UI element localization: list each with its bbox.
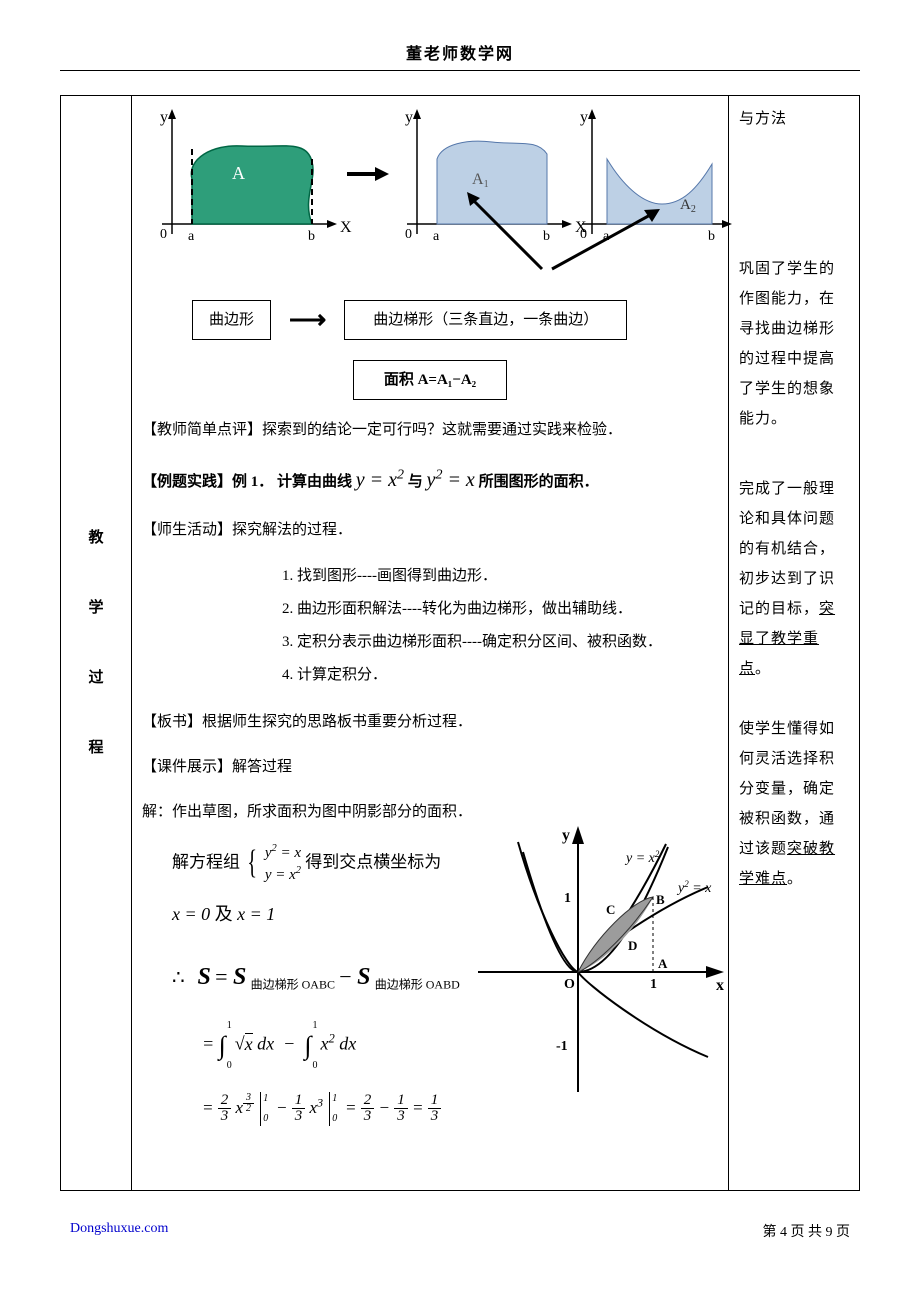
footer-site: Dongshuxue.com xyxy=(70,1221,168,1241)
big-s2: S xyxy=(357,964,370,990)
header-rule xyxy=(60,70,860,71)
slides-line: 【课件展示】解答过程 xyxy=(142,752,718,782)
right-p4a: 使学生懂得如何灵活选择积分变量，确定被积函数，通过该题 xyxy=(739,721,835,857)
example-mid: 与 xyxy=(408,474,427,490)
board-label: 【板书】 xyxy=(142,714,202,730)
right-p3c: 。 xyxy=(755,661,771,677)
graph-tick-1x: 1 xyxy=(650,977,657,992)
left-char-3: 过 xyxy=(67,663,125,693)
area-formula-box: 面积 A=A₁−A₂ xyxy=(353,360,507,400)
fig3-y-label: y xyxy=(580,109,588,126)
graph-C: C xyxy=(606,902,615,917)
step-1: 1. 找到图形----画图得到曲边形． xyxy=(282,560,718,593)
fig2-y-label: y xyxy=(405,109,413,126)
fig1-region-label: A xyxy=(232,163,245,183)
solution-equations: 解方程组 { y2 = x y = x2 得到交点横坐标为 x = 0 及 x … xyxy=(142,842,472,1126)
graph-O: O xyxy=(564,977,575,992)
fig2-a: a xyxy=(433,229,440,244)
fig3-origin: 0 xyxy=(580,227,587,242)
footer-page: 第 4 页 共 9 页 xyxy=(763,1221,851,1241)
fig3-b: b xyxy=(708,229,715,244)
arrow-icon: ⟶ xyxy=(289,294,326,346)
fig2-origin: 0 xyxy=(405,227,412,242)
graph-x-label: x xyxy=(716,977,724,994)
lesson-table: 教 学 过 程 y X xyxy=(60,95,860,1191)
left-char-1: 教 xyxy=(67,523,125,553)
brace-icon: { xyxy=(248,848,258,879)
step-2: 2. 曲边形面积解法----转化为曲边梯形，做出辅助线． xyxy=(282,593,718,626)
diagram-svg: y X 0 A a b xyxy=(142,104,732,274)
board-line: 【板书】根据师生探究的思路板书重要分析过程． xyxy=(142,707,718,737)
diagram-row: y X 0 A a b xyxy=(142,104,718,284)
right-p4: 使学生懂得如何灵活选择积分变量，确定被积函数，通过该题突破教学难点。 xyxy=(739,714,849,894)
big-s: S xyxy=(197,964,210,990)
graph-D: D xyxy=(628,938,637,953)
activity-line: 【师生活动】探究解法的过程． xyxy=(142,515,718,545)
right-p4c: 。 xyxy=(787,871,803,887)
example-eq1: y = x2 xyxy=(356,469,404,491)
shape-label-box: 曲边形 xyxy=(192,300,271,340)
slides-label: 【课件展示】 xyxy=(142,759,232,775)
example-pre: 计算由曲线 xyxy=(277,474,356,490)
graph-B: B xyxy=(656,892,665,907)
right-column: 与方法 巩固了学生的作图能力，在寻找曲边梯形的过程中提高了学生的想象能力。 完成… xyxy=(729,96,860,1191)
graph-tick-1y: 1 xyxy=(564,891,571,906)
graph-tick-n1: -1 xyxy=(556,1039,568,1054)
right-p2: 巩固了学生的作图能力，在寻找曲边梯形的过程中提高了学生的想象能力。 xyxy=(739,254,849,434)
graph-curve1-label: y = x2 xyxy=(624,849,660,866)
fig1-x-label: X xyxy=(340,219,352,236)
fig1-a: a xyxy=(188,229,195,244)
example-label: 【例题实践】例 1． xyxy=(142,474,273,490)
solution-block: 解方程组 { y2 = x y = x2 得到交点横坐标为 x = 0 及 x … xyxy=(142,842,718,1182)
fig1-y-label: y xyxy=(160,109,168,126)
fig3-region xyxy=(607,159,712,224)
trapezoid-label-box: 曲边梯形（三条直边，一条曲边） xyxy=(344,300,627,340)
main-content: y X 0 A a b xyxy=(132,96,729,1191)
slides-text: 解答过程 xyxy=(232,759,292,775)
steps-list: 1. 找到图形----画图得到曲边形． 2. 曲边形面积解法----转化为曲边梯… xyxy=(142,560,718,692)
right-p1: 与方法 xyxy=(739,104,849,134)
activity-label: 【师生活动】 xyxy=(142,522,232,538)
activity-text: 探究解法的过程． xyxy=(232,522,352,538)
teacher-comment-label: 【教师简单点评】 xyxy=(142,422,262,438)
evaluation-line: = 23 x32 10 − 13 x3 10 = 23 − 13 = 13 xyxy=(172,1089,472,1126)
teacher-comment: 【教师简单点评】探索到的结论一定可行吗？这就需要通过实践来检验． xyxy=(142,415,718,445)
diagram-caption-row: 曲边形 ⟶ 曲边梯形（三条直边，一条曲边） xyxy=(142,294,718,346)
example-post: 所围图形的面积． xyxy=(479,474,599,490)
sub-oabc: 曲边梯形 OABC xyxy=(251,977,335,991)
page-footer: Dongshuxue.com 第 4 页 共 9 页 xyxy=(60,1221,860,1241)
fig1-origin: 0 xyxy=(160,227,167,242)
therefore-symbol: ∴ xyxy=(172,967,185,989)
teacher-comment-text: 探索到的结论一定可行吗？这就需要通过实践来检验． xyxy=(262,422,622,438)
step-4: 4. 计算定积分． xyxy=(282,659,718,692)
integral-line: = ∫10 √x dx − ∫10 x2 dx xyxy=(172,1017,472,1074)
right-p3: 完成了一般理论和具体问题的有机结合，初步达到了识记的目标，突显了教学重点。 xyxy=(739,474,849,684)
fig1-region xyxy=(191,146,313,224)
left-column-label: 教 学 过 程 xyxy=(61,96,132,1191)
sub-oabd: 曲边梯形 OABD xyxy=(375,977,460,991)
solve-system-line: 解方程组 { y2 = x y = x2 得到交点横坐标为 xyxy=(172,842,472,885)
system-equations: y2 = x y = x2 xyxy=(265,842,301,885)
right-p3a: 完成了一般理论和具体问题的有机结合，初步达到了识记的目标， xyxy=(739,481,835,617)
roots-line: x = 0 及 x = 1 xyxy=(172,895,472,935)
fig2-b: b xyxy=(543,229,550,244)
big-s1: S xyxy=(233,964,246,990)
solution-graph: x y 1 1 -1 xyxy=(468,822,728,1102)
graph-curve2-label: y2 = x xyxy=(676,879,712,896)
graph-A: A xyxy=(658,956,668,971)
page: 董老师数学网 教 学 过 程 xyxy=(0,0,920,1271)
example-line: 【例题实践】例 1． 计算由曲线 y = x2 与 y2 = x 所围图形的面积… xyxy=(142,460,718,500)
fig1-b: b xyxy=(308,229,315,244)
step-3: 3. 定积分表示曲边梯形面积----确定积分区间、被积函数． xyxy=(282,626,718,659)
solve-sys-pre: 解方程组 xyxy=(172,852,240,871)
board-text: 根据师生探究的思路板书重要分析过程． xyxy=(202,714,472,730)
left-char-4: 程 xyxy=(67,733,125,763)
left-char-2: 学 xyxy=(67,593,125,623)
example-eq2: y2 = x xyxy=(427,469,475,491)
page-header-title: 董老师数学网 xyxy=(60,40,860,64)
area-expression-line: ∴ S = S 曲边梯形 OABC − S 曲边梯形 OABD xyxy=(172,951,472,1004)
graph-y-label: y xyxy=(562,827,570,844)
fig2-region xyxy=(437,141,547,224)
solve-sys-post: 得到交点横坐标为 xyxy=(305,852,441,871)
